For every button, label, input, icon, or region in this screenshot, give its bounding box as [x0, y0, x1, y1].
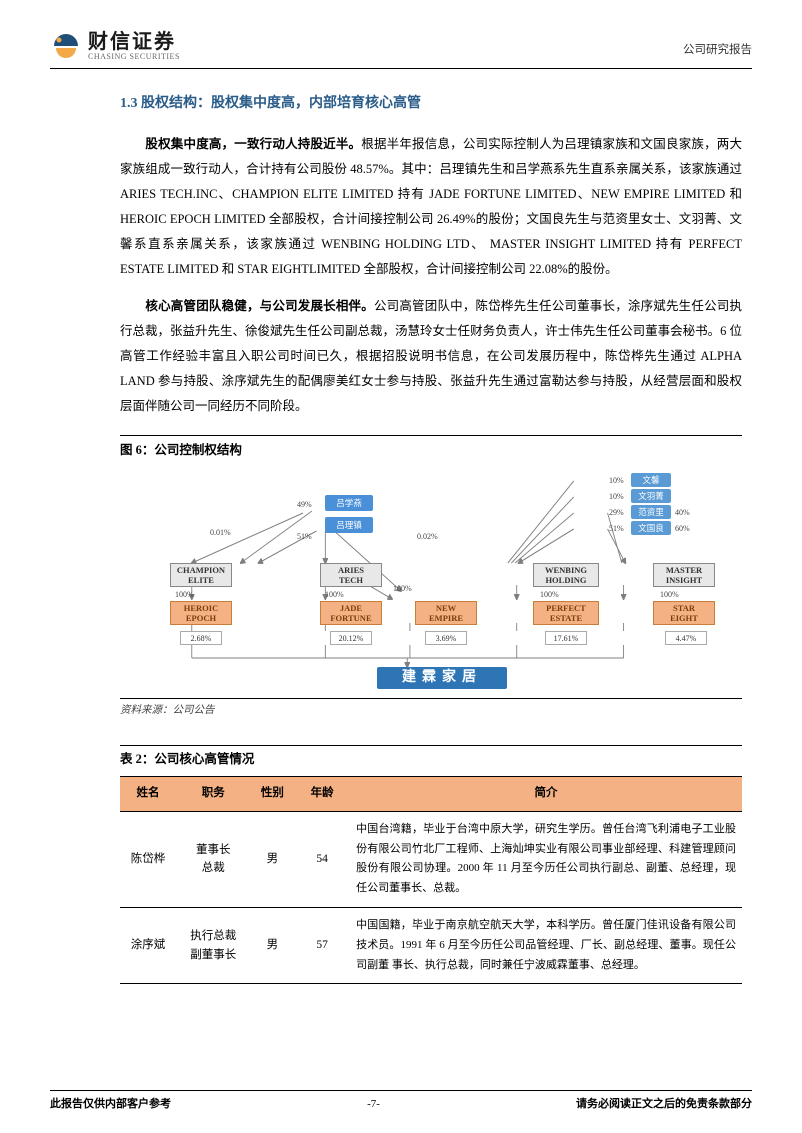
page: 财信证券 CHASING SECURITIES 公司研究报告 1.3 股权结构：… — [0, 0, 802, 1133]
paragraph-2: 核心高管团队稳健，与公司发展长相伴。公司高管团队中，陈岱桦先生任公司董事长，涂序… — [120, 294, 742, 419]
cell-name: 陈岱桦 — [120, 811, 176, 907]
logo-cn: 财信证券 — [88, 31, 180, 53]
exec-table: 姓名 职务 性别 年龄 简介 陈岱桦 董事长 总裁 男 54 中国台湾籍，毕业于… — [120, 776, 742, 984]
header-right-label: 公司研究报告 — [683, 40, 752, 62]
footer-right: 请务必阅读正文之后的免责条款部分 — [576, 1094, 752, 1115]
figure6-diagram: 吕学燕 吕理镇 文馨 文羽菁 范资里 文国良 0.01% 49% 51% 0.0… — [120, 468, 682, 696]
th-name: 姓名 — [120, 777, 176, 812]
th-position: 职务 — [176, 777, 251, 812]
co-newempire: NEW EMPIRE — [415, 601, 477, 625]
pct-100d: 100% — [540, 587, 559, 602]
person-wenyujing: 文羽菁 — [631, 489, 671, 503]
pct-b1761: 17.61% — [545, 631, 587, 645]
person-wenguoliang: 文国良 — [631, 521, 671, 535]
co-star: STAR EIGHT — [653, 601, 715, 625]
logo-text: 财信证券 CHASING SECURITIES — [88, 31, 180, 62]
pct-51b: 51% — [609, 521, 624, 536]
company-bottom: 建霖家居 — [377, 667, 507, 689]
para1-bold: 股权集中度高，一致行动人持股近半。 — [145, 137, 361, 151]
logo-en: CHASING SECURITIES — [88, 53, 180, 62]
table-row: 陈岱桦 董事长 总裁 男 54 中国台湾籍，毕业于台湾中原大学，研究生学历。曾任… — [120, 811, 742, 907]
para2-bold: 核心高管团队稳健，与公司发展长相伴。 — [145, 299, 374, 313]
person-lizhen: 吕理镇 — [325, 517, 373, 533]
logo-icon — [50, 30, 82, 62]
pct-29: 29% — [609, 505, 624, 520]
cell-bio: 中国国籍，毕业于南京航空航天大学，本科学历。曾任厦门佳讯设备有限公司技术员。19… — [350, 908, 742, 984]
logo-block: 财信证券 CHASING SECURITIES — [50, 30, 180, 62]
cell-age: 57 — [294, 908, 350, 984]
table2-wrap: 表 2：公司核心高管情况 姓名 职务 性别 年龄 简介 陈岱桦 董事长 总裁 男 — [120, 745, 742, 984]
cell-gender: 男 — [251, 908, 295, 984]
co-wenbing: WENBING HOLDING — [533, 563, 599, 587]
figure6-wrap: 图 6：公司控制权结构 — [120, 435, 742, 463]
section-heading: 1.3 股权结构：股权集中度高，内部培育核心高管 — [120, 91, 752, 118]
co-champion: CHAMPION ELITE — [170, 563, 232, 587]
pct-100b: 100% — [325, 587, 344, 602]
pct-10a: 10% — [609, 473, 624, 488]
table2-caption: 表 2：公司核心高管情况 — [120, 745, 742, 772]
cell-bio: 中国台湾籍，毕业于台湾中原大学，研究生学历。曾任台湾飞利浦电子工业股份有限公司竹… — [350, 811, 742, 907]
pct-10b: 10% — [609, 489, 624, 504]
pct-002: 0.02% — [417, 529, 438, 544]
cell-position: 董事长 总裁 — [176, 811, 251, 907]
co-aries: ARIES TECH — [320, 563, 382, 587]
footer-center: -7- — [367, 1094, 380, 1115]
pct-b268: 2.68% — [180, 631, 222, 645]
pct-100a: 100% — [175, 587, 194, 602]
page-footer: 此报告仅供内部客户参考 -7- 请务必阅读正文之后的免责条款部分 — [50, 1090, 752, 1115]
para2-rest: 公司高管团队中，陈岱桦先生任公司董事长，涂序斌先生任公司执行总裁，张益升先生、徐… — [120, 299, 742, 413]
pct-100c: 100% — [393, 581, 412, 596]
co-jade: JADE FORTUNE — [320, 601, 382, 625]
footer-left: 此报告仅供内部客户参考 — [50, 1094, 171, 1115]
person-fanzili: 范资里 — [631, 505, 671, 519]
para1-rest: 根据半年报信息，公司实际控制人为吕理镇家族和文国良家族，两大家族组成一致行动人，… — [120, 137, 742, 276]
co-perfect: PERFECT ESTATE — [533, 601, 599, 625]
table-row: 涂序斌 执行总裁 副董事长 男 57 中国国籍，毕业于南京航空航天大学，本科学历… — [120, 908, 742, 984]
figure6-caption: 图 6：公司控制权结构 — [120, 435, 742, 463]
th-age: 年龄 — [294, 777, 350, 812]
figure6-source: 资料来源：公司公告 — [120, 698, 742, 721]
pct-60: 60% — [675, 521, 690, 536]
pct-b2012: 20.12% — [330, 631, 372, 645]
person-wenxin: 文馨 — [631, 473, 671, 487]
pct-b447: 4.47% — [665, 631, 707, 645]
cell-name: 涂序斌 — [120, 908, 176, 984]
co-master: MASTER INSIGHT — [653, 563, 715, 587]
th-bio: 简介 — [350, 777, 742, 812]
pct-51: 51% — [297, 529, 312, 544]
pct-b369: 3.69% — [425, 631, 467, 645]
table-header-row: 姓名 职务 性别 年龄 简介 — [120, 777, 742, 812]
page-header: 财信证券 CHASING SECURITIES 公司研究报告 — [50, 30, 752, 69]
co-heroic: HEROIC EPOCH — [170, 601, 232, 625]
pct-001: 0.01% — [210, 525, 231, 540]
cell-gender: 男 — [251, 811, 295, 907]
pct-40: 40% — [675, 505, 690, 520]
paragraph-1: 股权集中度高，一致行动人持股近半。根据半年报信息，公司实际控制人为吕理镇家族和文… — [120, 132, 742, 282]
pct-100e: 100% — [660, 587, 679, 602]
cell-age: 54 — [294, 811, 350, 907]
th-gender: 性别 — [251, 777, 295, 812]
cell-position: 执行总裁 副董事长 — [176, 908, 251, 984]
person-lxueyan: 吕学燕 — [325, 495, 373, 511]
pct-49: 49% — [297, 497, 312, 512]
